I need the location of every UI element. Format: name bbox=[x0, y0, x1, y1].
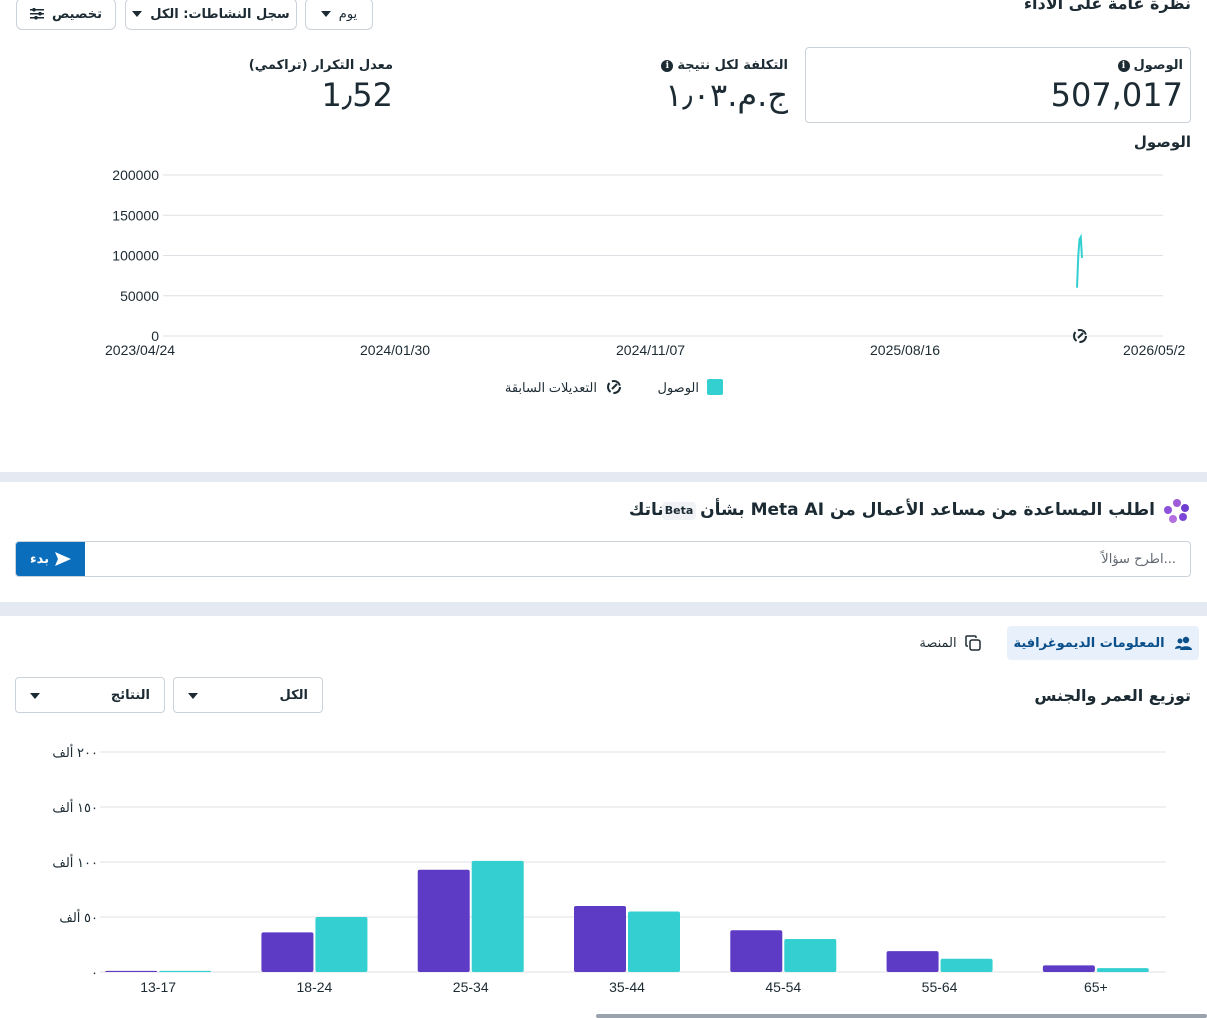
x-tick-label: 65+ bbox=[1084, 979, 1108, 995]
y-tick-label: 0 bbox=[151, 328, 159, 344]
y-tick-label: ٠ bbox=[91, 965, 98, 980]
previous-edits-marker[interactable] bbox=[1073, 329, 1087, 343]
x-tick-label: 35-44 bbox=[609, 979, 645, 995]
y-tick-label: 200000 bbox=[112, 167, 159, 183]
x-tick-label: 18-24 bbox=[297, 979, 333, 995]
start-button[interactable]: بدء bbox=[16, 542, 85, 576]
legend-reach[interactable]: الوصول bbox=[658, 379, 724, 396]
start-label: بدء bbox=[29, 551, 50, 567]
bar[interactable] bbox=[105, 970, 158, 972]
legend-previous-edits-label: التعديلات السابقة bbox=[505, 380, 597, 395]
bar[interactable] bbox=[940, 958, 993, 972]
cost-metric-label: التكلفة لكل نتيجة i bbox=[661, 58, 788, 73]
chevron-down-icon bbox=[188, 693, 198, 699]
y-tick-label: ١٠٠ ألف bbox=[52, 854, 98, 870]
reach-chart-title: الوصول bbox=[1133, 133, 1191, 151]
chevron-down-icon bbox=[132, 11, 143, 17]
copy-icon bbox=[964, 635, 981, 651]
gender-filter-dropdown[interactable]: الكل bbox=[173, 677, 323, 713]
period-dropdown[interactable]: يوم bbox=[305, 0, 373, 30]
bar[interactable] bbox=[730, 930, 783, 972]
age-gender-title: توزيع العمر والجنس bbox=[1034, 686, 1191, 705]
reach-label-text: الوصول bbox=[1133, 58, 1183, 73]
section-divider bbox=[0, 602, 1207, 616]
y-tick-label: ٢٠٠ ألف bbox=[52, 744, 98, 760]
bar[interactable] bbox=[574, 906, 626, 972]
y-tick-label: 50000 bbox=[120, 288, 159, 304]
legend-swatch bbox=[707, 379, 723, 395]
meta-ai-title: اطلب المساعدة من مساعد الأعمال من Meta A… bbox=[629, 500, 1155, 520]
reach-metric-label: الوصول i bbox=[1117, 58, 1183, 73]
frequency-metric-value: 1٫52 bbox=[321, 76, 393, 114]
y-tick-label: 100000 bbox=[112, 248, 159, 264]
y-tick-label: 150000 bbox=[112, 207, 159, 223]
legend-reach-label: الوصول bbox=[658, 380, 700, 396]
gender-filter-value: الكل bbox=[279, 688, 308, 703]
bar[interactable] bbox=[628, 911, 680, 973]
customize-label: تخصيص bbox=[51, 6, 103, 22]
previous-edits-icon bbox=[607, 380, 621, 394]
x-tick-label: 55-64 bbox=[922, 979, 958, 995]
tab-demographics-label: المعلومات الديموغرافية bbox=[1013, 635, 1165, 651]
chevron-down-icon bbox=[30, 693, 40, 699]
ask-placeholder: اطرح سؤالاً... bbox=[1101, 552, 1176, 567]
age-gender-bar-chart: ٢٠٠ ألف ١٥٠ ألف ١٠٠ ألف ٥٠ ألف ٠ 13-17 18-24 2… bbox=[52, 744, 1166, 995]
meta-ai-sparkle-icon bbox=[1164, 499, 1189, 523]
metric-filter-dropdown[interactable]: النتائج bbox=[15, 677, 165, 713]
period-label: يوم bbox=[338, 6, 358, 22]
reach-line-chart: 200000 150000 100000 50000 0 2023/04/24 2024/… bbox=[105, 167, 1185, 396]
bar[interactable] bbox=[471, 860, 524, 972]
activity-log-dropdown[interactable]: سجل النشاطات: الكل bbox=[125, 0, 297, 30]
x-tick-label: 2025/08/16 bbox=[870, 342, 940, 358]
people-icon bbox=[1174, 636, 1192, 650]
section-divider bbox=[0, 472, 1207, 482]
x-tick-label: 2024/11/07 bbox=[616, 342, 685, 358]
legend-previous-edits[interactable]: التعديلات السابقة bbox=[505, 380, 621, 395]
activity-log-label: سجل النشاطات: الكل bbox=[150, 6, 290, 22]
bar[interactable] bbox=[1042, 965, 1095, 972]
bar[interactable] bbox=[315, 917, 368, 972]
info-icon[interactable]: i bbox=[1117, 59, 1130, 72]
tab-platform[interactable]: المنصة bbox=[905, 626, 995, 660]
x-tick-label: 13-17 bbox=[140, 979, 176, 995]
metric-filter-value: النتائج bbox=[110, 688, 150, 703]
x-tick-label: 2024/01/30 bbox=[360, 342, 430, 358]
customize-button[interactable]: تخصيص bbox=[16, 0, 116, 30]
horizontal-scrollbar[interactable] bbox=[596, 1014, 1207, 1018]
bar[interactable] bbox=[886, 951, 939, 972]
send-icon bbox=[55, 552, 72, 566]
x-tick-label: 25-34 bbox=[453, 979, 489, 995]
reach-metric-card[interactable] bbox=[805, 47, 1191, 123]
x-tick-label: 2023/04/24 bbox=[105, 342, 175, 358]
customize-icon bbox=[29, 8, 44, 20]
x-tick-label: 45-54 bbox=[765, 979, 801, 995]
ask-question-input[interactable]: اطرح سؤالاً... بدء bbox=[15, 541, 1191, 577]
x-tick-label: 2026/05/2 bbox=[1123, 342, 1185, 358]
page-title: نظرة عامة على الأداء bbox=[1023, 0, 1191, 13]
chevron-down-icon bbox=[320, 11, 331, 17]
bar[interactable] bbox=[417, 869, 470, 972]
info-icon[interactable]: i bbox=[661, 59, 674, 72]
reach-metric-value: 507,017 bbox=[1050, 76, 1183, 114]
cost-label-text: التكلفة لكل نتيجة bbox=[677, 58, 788, 73]
bar[interactable] bbox=[159, 970, 212, 972]
reach-series-line bbox=[1076, 233, 1083, 288]
bar[interactable] bbox=[1096, 968, 1149, 972]
cost-metric-value: ج.م.١٫٠٣ bbox=[665, 76, 788, 114]
bar[interactable] bbox=[261, 932, 314, 972]
frequency-label-text: معدل التكرار (تراكمي) bbox=[248, 58, 393, 73]
tab-platform-label: المنصة bbox=[919, 635, 957, 651]
y-tick-label: ١٥٠ ألف bbox=[52, 799, 98, 815]
bar[interactable] bbox=[784, 939, 837, 972]
frequency-metric-label: معدل التكرار (تراكمي) bbox=[249, 58, 393, 73]
y-tick-label: ٥٠ ألف bbox=[59, 909, 98, 925]
tab-demographics[interactable]: المعلومات الديموغرافية bbox=[1007, 626, 1199, 660]
beta-badge: Beta bbox=[662, 502, 696, 520]
